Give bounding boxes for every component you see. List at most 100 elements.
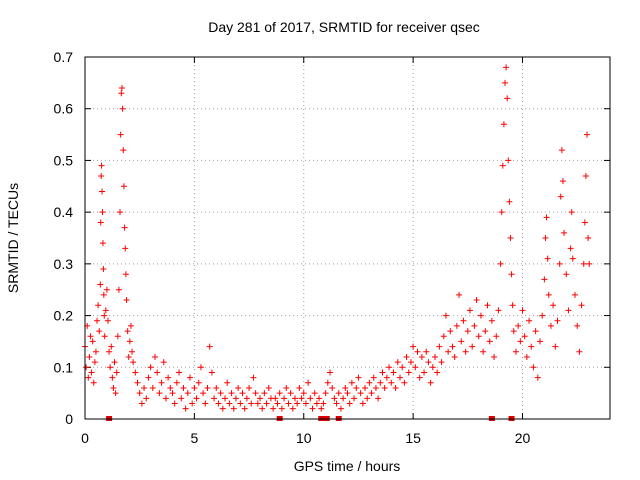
data-point: [482, 328, 489, 335]
data-point: [351, 395, 358, 402]
data-point: [136, 390, 143, 397]
data-point: [469, 343, 476, 350]
data-point: [202, 400, 209, 407]
data-point: [158, 379, 165, 386]
data-point: [283, 384, 290, 391]
data-point: [471, 322, 478, 329]
data-point: [491, 353, 498, 360]
data-point: [189, 400, 196, 407]
data-point: [107, 364, 114, 371]
data-point: [120, 147, 127, 154]
data-point: [92, 348, 99, 355]
data-point: [567, 245, 574, 252]
data-point: [243, 395, 250, 402]
data-point: [281, 395, 288, 402]
data-point: [101, 333, 108, 340]
data-point: [322, 390, 329, 397]
y-tick-label: 0.5: [54, 152, 74, 168]
data-point: [486, 338, 493, 345]
data-point: [248, 400, 255, 407]
data-point: [100, 291, 107, 298]
data-point: [333, 400, 340, 407]
data-point: [101, 312, 108, 319]
data-point: [565, 307, 572, 314]
data-point: [104, 317, 111, 324]
y-tick-label: 0: [65, 411, 73, 427]
data-point: [117, 131, 124, 138]
data-point: [425, 359, 432, 366]
data-point: [401, 379, 408, 386]
data-point: [545, 291, 552, 298]
data-point: [375, 395, 382, 402]
data-point: [410, 343, 417, 350]
data-point: [235, 384, 242, 391]
data-point: [182, 405, 189, 412]
data-point: [453, 322, 460, 329]
data-point: [397, 374, 403, 381]
data-point: [89, 338, 96, 345]
data-point: [112, 390, 119, 397]
data-point: [509, 302, 516, 309]
data-point: [121, 224, 128, 231]
data-point: [311, 390, 318, 397]
data-point: [568, 209, 575, 216]
data-point: [119, 105, 126, 112]
data-point: [191, 384, 198, 391]
data-point: [355, 374, 362, 381]
data-point: [110, 384, 117, 391]
data-point: [97, 219, 104, 226]
data-point: [154, 369, 161, 376]
data-point: [451, 353, 458, 360]
data-point: [241, 405, 248, 412]
data-point: [120, 183, 127, 190]
data-point: [143, 395, 150, 402]
data-point: [117, 209, 123, 216]
y-axis-title: SRMTID / TECUs: [5, 183, 21, 293]
data-point: [506, 198, 513, 205]
data-point: [239, 390, 246, 397]
data-point: [313, 400, 320, 407]
data-point: [259, 405, 266, 412]
data-point: [90, 379, 97, 386]
data-point: [184, 390, 191, 397]
data-point: [498, 209, 505, 216]
data-point: [368, 390, 375, 397]
data-point: [122, 245, 129, 252]
data-point: [96, 328, 103, 335]
data-point: [86, 353, 93, 360]
data-point: [504, 95, 511, 102]
data-point: [353, 384, 360, 391]
data-point: [204, 384, 211, 391]
data-point: [544, 255, 551, 262]
data-point: [405, 369, 412, 376]
data-point: [83, 364, 90, 371]
data-point: [124, 328, 131, 335]
data-point: [392, 384, 399, 391]
data-point: [324, 379, 331, 386]
data-point: [257, 395, 263, 402]
data-point: [530, 364, 537, 371]
data-point: [442, 312, 449, 319]
data-point: [97, 281, 104, 288]
data-point: [252, 390, 259, 397]
data-point: [114, 333, 121, 340]
y-tick-label: 0.4: [54, 204, 74, 220]
data-point: [532, 328, 539, 335]
data-point: [173, 379, 180, 386]
data-point: [316, 395, 323, 402]
data-point: [543, 214, 550, 221]
data-point: [123, 297, 130, 304]
data-point: [473, 297, 480, 304]
data-point: [484, 302, 491, 309]
data-point: [346, 400, 353, 407]
data-point: [394, 359, 401, 366]
data-point: [493, 333, 500, 340]
data-point: [300, 390, 307, 397]
data-point: [340, 395, 347, 402]
data-point: [578, 302, 585, 309]
data-point: [226, 400, 233, 407]
data-point: [122, 271, 129, 278]
data-point: [219, 405, 226, 412]
